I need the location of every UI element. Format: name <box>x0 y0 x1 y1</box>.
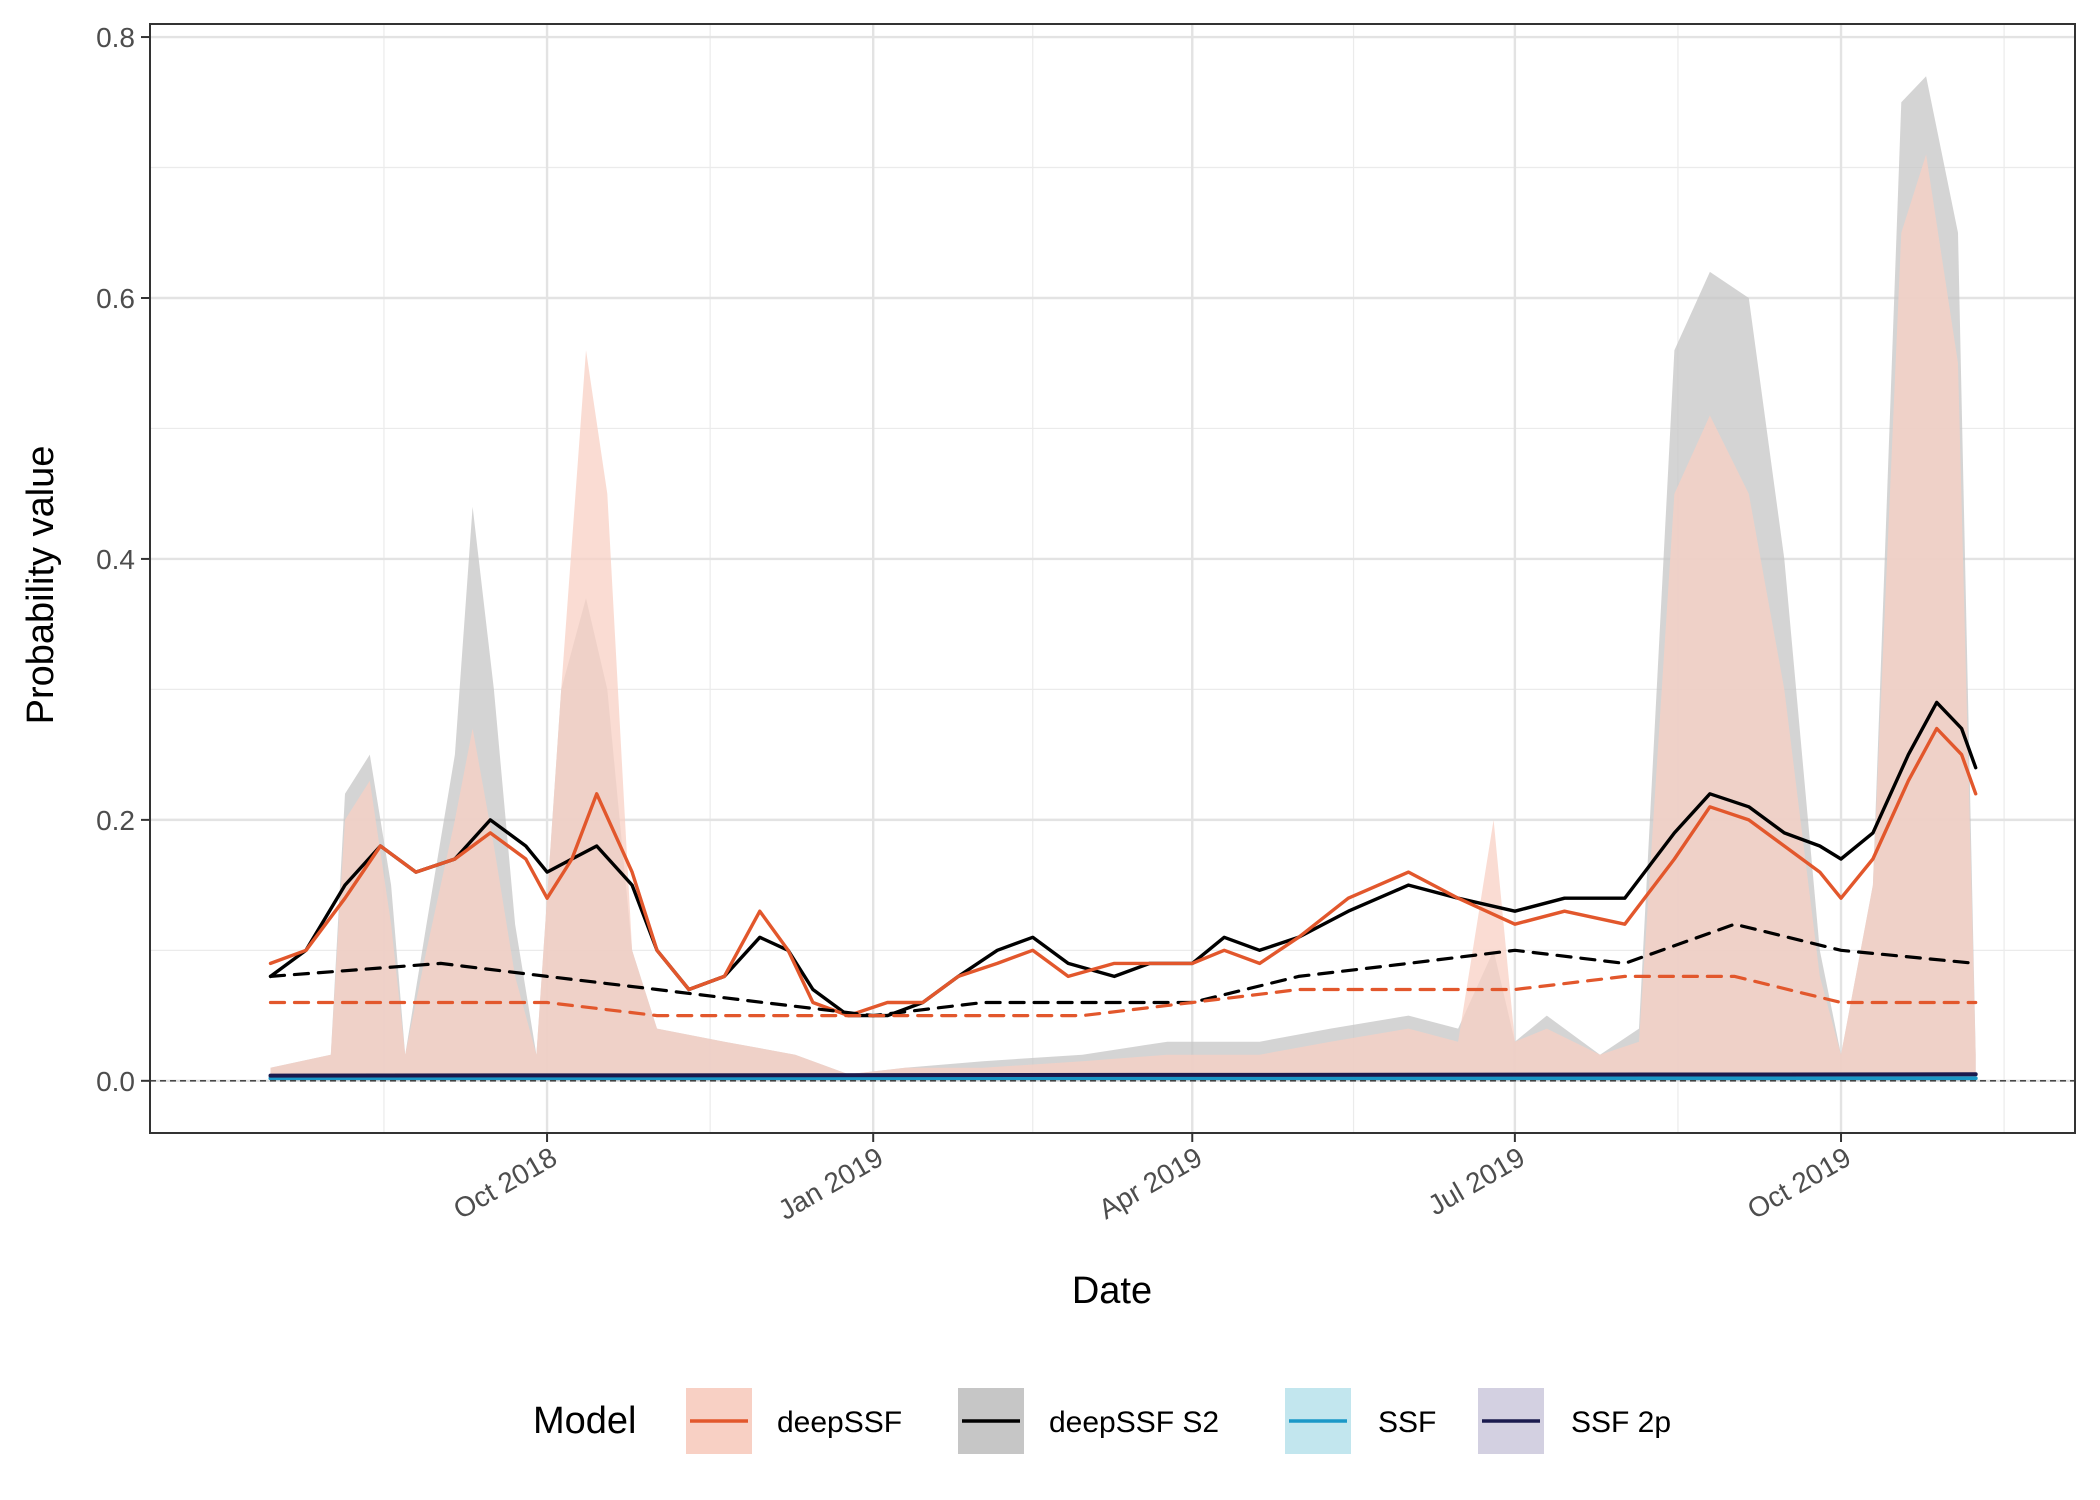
band-deepssf <box>270 154 1976 1081</box>
x-axis-title: Date <box>1072 1270 1152 1312</box>
series-lines <box>268 700 1978 1081</box>
legend: Model deepSSF deepSSF S2 SSF SSF 2p <box>533 1388 1671 1454</box>
legend-item-ssf-2p: SSF 2p <box>1478 1388 1671 1454</box>
range-bands <box>270 76 1976 1081</box>
series-line-deepssf-mean <box>268 726 1978 1018</box>
y-axis-title: Probability value <box>20 446 62 725</box>
series-line-deepssf-s2-median <box>268 922 1978 1018</box>
y-tick-label: 0.6 <box>96 283 135 314</box>
y-tick-label: 0.2 <box>96 805 135 836</box>
legend-item-ssf: SSF <box>1285 1388 1436 1454</box>
legend-item-deepssf: deepSSF <box>686 1388 902 1454</box>
y-tick-label: 0.0 <box>96 1066 135 1097</box>
legend-title: Model <box>533 1400 637 1442</box>
y-tick-label: 0.4 <box>96 544 135 575</box>
legend-label-ssf-2p: SSF 2p <box>1571 1406 1671 1439</box>
legend-label-ssf: SSF <box>1378 1406 1436 1439</box>
legend-item-deepssf-s2: deepSSF S2 <box>958 1388 1219 1454</box>
y-axis-ticks: 0.0 0.2 0.4 0.6 0.8 <box>96 22 150 1097</box>
y-tick-label: 0.8 <box>96 22 135 53</box>
series-line-ssf-2p-mean <box>268 1072 1978 1078</box>
series-line-deepssf-s2-mean <box>268 700 1978 1018</box>
series-line-deepssf-median <box>268 974 1978 1018</box>
panel-border <box>149 23 2076 1134</box>
legend-label-deepssf: deepSSF <box>777 1406 902 1439</box>
legend-label-deepssf-s2: deepSSF S2 <box>1049 1406 1219 1439</box>
